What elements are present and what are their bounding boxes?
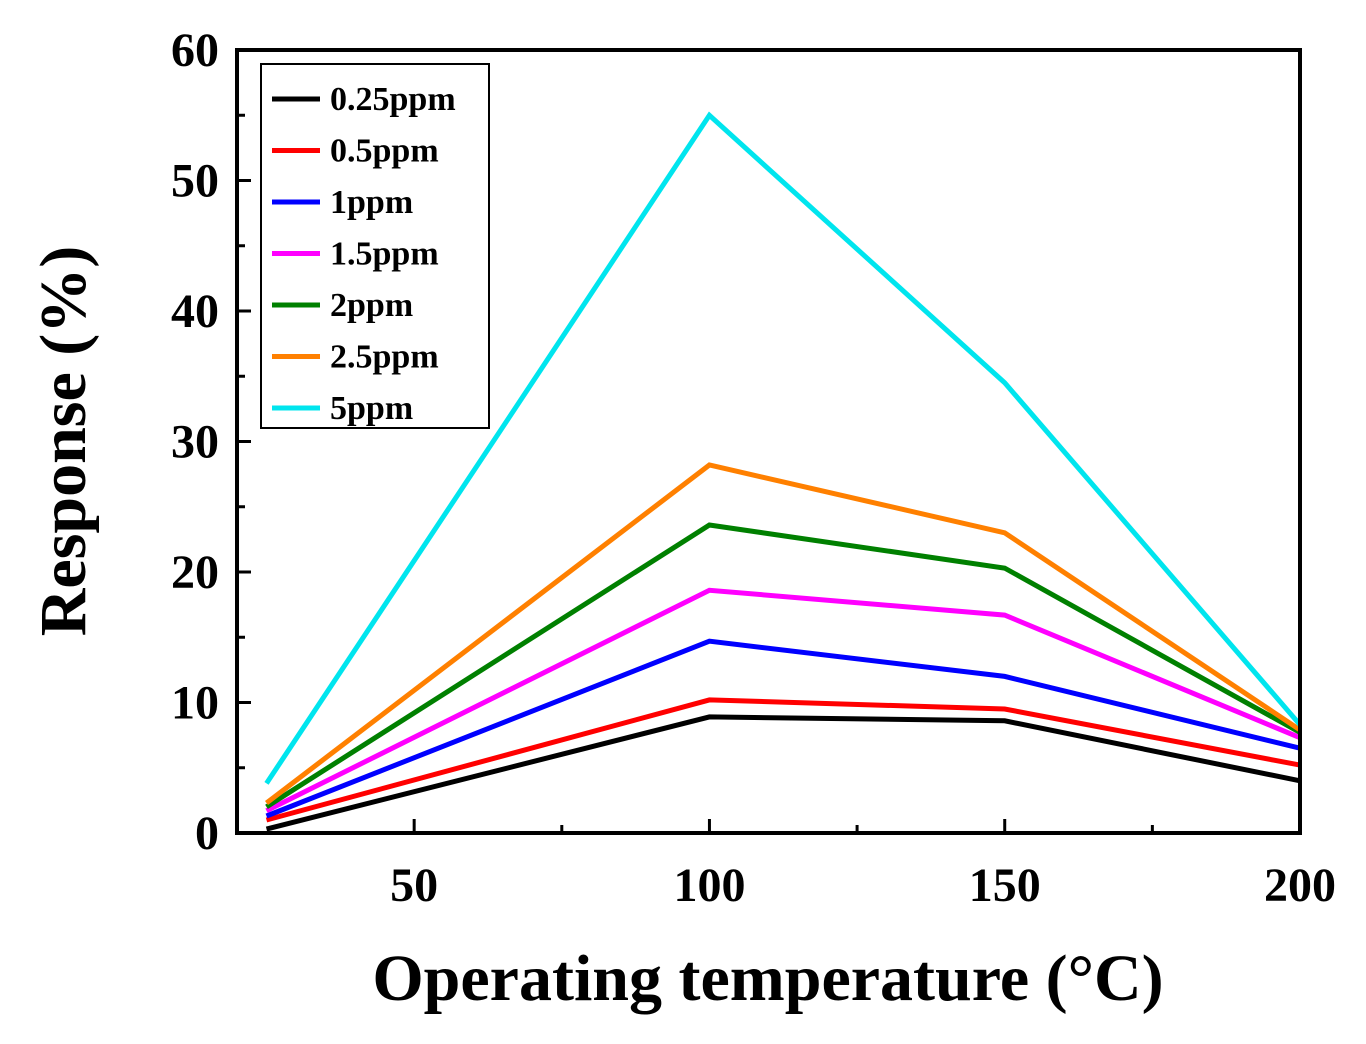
- series-line-2.5ppm: [264, 462, 1302, 805]
- y-tick-label: 0: [195, 807, 219, 860]
- series-line-2ppm: [265, 522, 1302, 810]
- series-line-1.5ppm: [265, 587, 1301, 814]
- y-tick-label: 60: [171, 24, 219, 77]
- y-axis-title: Response (%): [27, 246, 100, 637]
- legend-label-5ppm: 5ppm: [330, 390, 413, 427]
- series-line-5ppm: [264, 111, 1302, 785]
- y-tick-label: 10: [171, 677, 219, 730]
- y-tick-label: 50: [171, 155, 219, 208]
- series-line-0.5ppm: [265, 697, 1301, 823]
- x-tick-label: 200: [1264, 859, 1336, 912]
- legend-box: [260, 63, 490, 429]
- legend-label-0.5ppm: 0.5ppm: [330, 133, 439, 170]
- x-tick-label: 50: [390, 859, 438, 912]
- x-tick-label: 150: [969, 859, 1041, 912]
- legend-label-1ppm: 1ppm: [330, 184, 413, 221]
- legend-label-2.5ppm: 2.5ppm: [330, 339, 439, 376]
- legend-label-1.5ppm: 1.5ppm: [330, 236, 439, 273]
- legend: 0.25ppm 0.5ppm 1ppm 1.5ppm 2ppm 2.5ppm 5ppm: [260, 63, 490, 429]
- ticks-layer: 50 100 150 200 0 10 20 30 40 50 60: [171, 24, 1336, 912]
- series-layer: [264, 111, 1302, 832]
- x-tick-label: 100: [673, 859, 745, 912]
- legend-label-0.25ppm: 0.25ppm: [330, 81, 456, 118]
- x-axis-title: Operating temperature (°C): [372, 942, 1163, 1015]
- series-line-1ppm: [265, 638, 1301, 819]
- y-tick-label: 20: [171, 546, 219, 599]
- y-tick-label: 40: [171, 285, 219, 338]
- y-tick-label: 30: [171, 416, 219, 469]
- series-line-0.25ppm: [265, 714, 1301, 832]
- legend-label-2ppm: 2ppm: [330, 287, 413, 324]
